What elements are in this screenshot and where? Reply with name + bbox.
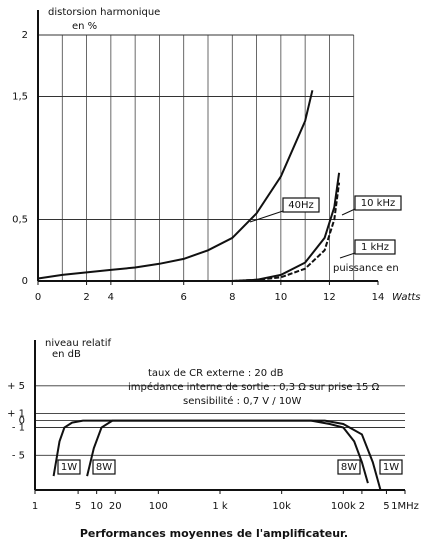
y-tick-label: 2	[22, 30, 28, 41]
y-tick-label: 0	[22, 276, 28, 287]
line	[86, 419, 369, 484]
y-tick-label: - 5	[12, 450, 25, 461]
label-box	[92, 459, 116, 475]
label-box	[57, 459, 81, 475]
label-box	[379, 459, 403, 475]
note: impédance interne de sortie : 0,3 Ω sur …	[128, 381, 380, 393]
series-label: 8W	[96, 462, 112, 473]
x-tick-label: 12	[323, 292, 336, 303]
x-tick-label: 100	[149, 501, 168, 512]
x-axis-label: Watts	[392, 292, 421, 303]
x-tick-label: 8	[229, 292, 235, 303]
axis-title: distorsion harmonique	[48, 7, 160, 18]
label-box	[354, 239, 396, 255]
y-tick-label: 1,5	[12, 92, 28, 103]
series-label: 1W	[61, 462, 77, 473]
annotation: puissance en	[333, 263, 399, 274]
x-tick-label: 2	[83, 292, 89, 303]
series-label: 1 kHz	[361, 242, 389, 253]
leader	[341, 208, 356, 216]
x-tick-label: 10	[274, 292, 287, 303]
x-tick-label: 1	[32, 501, 38, 512]
line	[232, 182, 341, 282]
x-tick-label: 2	[359, 501, 365, 512]
series-label: 1W	[383, 462, 399, 473]
y-axis-label: en %	[72, 21, 97, 32]
x-tick-label: 10k	[272, 501, 291, 512]
label-box	[354, 195, 402, 211]
series-label: 8W	[341, 462, 357, 473]
y-tick-label: + 5	[7, 381, 25, 392]
caption: Performances moyennes de l'amplificateur…	[80, 527, 348, 540]
series-label: 40Hz	[288, 200, 314, 211]
x-tick-label: 5	[75, 501, 81, 512]
line	[232, 172, 341, 282]
note: sensibilité : 0,7 V / 10W	[183, 395, 302, 407]
axis-title: niveau relatif	[45, 338, 111, 349]
y-axis-label: en dB	[52, 349, 81, 360]
label-box	[282, 197, 320, 213]
x-tick-label: 20	[109, 501, 122, 512]
x-tick-label: 6	[181, 292, 187, 303]
y-tick-label: + 1	[7, 409, 25, 420]
leader	[249, 210, 284, 223]
x-tick-label: 5	[383, 501, 389, 512]
label-box	[337, 459, 361, 475]
note: taux de CR externe : 20 dB	[148, 368, 284, 379]
leader	[339, 252, 356, 259]
x-tick-label: 10	[90, 501, 103, 512]
y-tick-label: 0	[19, 416, 25, 427]
x-tick-label: 14	[372, 292, 385, 303]
x-tick-label: 1 k	[212, 501, 228, 512]
x-tick-label: 1MHz	[391, 501, 419, 512]
line	[37, 90, 314, 280]
x-tick-label: 0	[35, 292, 41, 303]
y-tick-label: 0,5	[12, 215, 28, 226]
series-label: 10 kHz	[361, 198, 395, 209]
x-tick-label: 100k	[331, 501, 356, 512]
x-tick-label: 4	[108, 292, 114, 303]
y-tick-label: - 1	[12, 423, 25, 434]
